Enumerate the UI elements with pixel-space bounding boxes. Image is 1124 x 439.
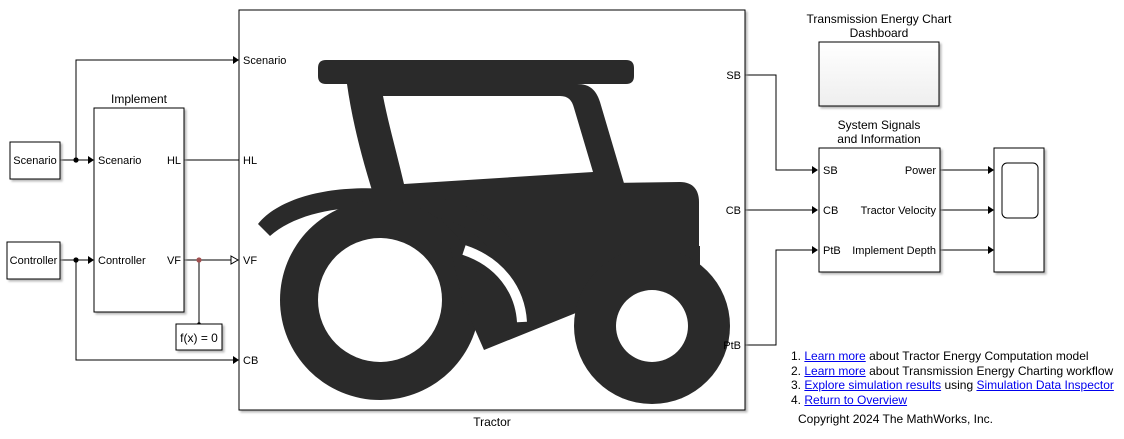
- note-2-number: 2.: [791, 364, 801, 378]
- wire-power[interactable]: [940, 166, 994, 174]
- dashboard-block[interactable]: Transmission Energy Chart Dashboard: [807, 12, 953, 106]
- scenario-source-block[interactable]: Scenario: [10, 142, 60, 179]
- explore-results-link[interactable]: Explore simulation results: [804, 378, 941, 392]
- note-3-text: using: [944, 378, 973, 392]
- wire-ptb[interactable]: [745, 246, 818, 345]
- implement-port-controller: Controller: [98, 255, 146, 267]
- wire-depth[interactable]: [940, 246, 994, 254]
- dashboard-title-line1: Transmission Energy Chart: [807, 12, 953, 26]
- annotation-notes: 1. Learn more about Tractor Energy Compu…: [791, 349, 1114, 407]
- note-4-number: 4.: [791, 393, 801, 407]
- scope-screen-icon: [1002, 163, 1038, 218]
- system-signals-block[interactable]: System Signals and Information SB CB PtB…: [819, 118, 940, 272]
- wire-cb[interactable]: [745, 206, 818, 214]
- signals-port-sb: SB: [823, 165, 838, 177]
- tractor-port-cb: CB: [243, 355, 258, 367]
- learn-more-charting-link[interactable]: Learn more: [804, 364, 865, 378]
- tractor-port-scenario: Scenario: [243, 55, 286, 67]
- signals-port-cb: CB: [823, 205, 838, 217]
- front-hub-icon: [616, 290, 688, 362]
- tractor-title: Tractor: [473, 415, 511, 429]
- solver-config-label: f(x) = 0: [180, 331, 218, 345]
- rear-hub-icon: [318, 238, 442, 362]
- implement-port-vf: VF: [167, 255, 181, 267]
- scenario-source-label: Scenario: [13, 155, 56, 167]
- signals-port-power: Power: [905, 165, 937, 177]
- learn-more-energy-link[interactable]: Learn more: [804, 349, 865, 363]
- tractor-block[interactable]: Scenario HL VF CB SB CB PtB Tractor: [239, 10, 745, 429]
- tractor-port-ptb: PtB: [723, 340, 741, 352]
- dashboard-title-line2: Dashboard: [850, 26, 909, 40]
- note-2-text: about Transmission Energy Charting workf…: [869, 364, 1113, 378]
- implement-title: Implement: [111, 92, 168, 106]
- solver-config-block[interactable]: f(x) = 0: [176, 324, 222, 350]
- tractor-port-cb-out: CB: [726, 205, 741, 217]
- data-inspector-link[interactable]: Simulation Data Inspector: [976, 378, 1113, 392]
- signals-port-velocity: Tractor Velocity: [861, 205, 937, 217]
- wire-vf[interactable]: [184, 256, 238, 326]
- tractor-port-hl: HL: [243, 155, 257, 167]
- scope-block[interactable]: [994, 148, 1044, 272]
- implement-port-hl: HL: [167, 155, 181, 167]
- controller-source-label: Controller: [10, 255, 58, 267]
- implement-port-scenario: Scenario: [98, 155, 141, 167]
- implement-block[interactable]: Implement Scenario Controller HL VF: [94, 92, 184, 312]
- signals-port-depth: Implement Depth: [852, 245, 936, 257]
- note-3-number: 3.: [791, 378, 801, 392]
- tractor-port-sb: SB: [726, 70, 741, 82]
- wire-velocity[interactable]: [940, 206, 994, 214]
- signals-title-line2: and Information: [837, 132, 920, 146]
- tractor-port-vf: VF: [243, 255, 257, 267]
- signals-title-line1: System Signals: [838, 118, 921, 132]
- note-item-3: 3. Explore simulation results using Simu…: [791, 378, 1114, 393]
- signals-port-ptb: PtB: [823, 245, 841, 257]
- wire-sb[interactable]: [745, 75, 818, 174]
- return-overview-link[interactable]: Return to Overview: [804, 393, 907, 407]
- note-1-text: about Tractor Energy Computation model: [869, 349, 1088, 363]
- note-item-1: 1. Learn more about Tractor Energy Compu…: [791, 349, 1114, 364]
- note-item-2: 2. Learn more about Transmission Energy …: [791, 364, 1114, 379]
- note-item-4: 4. Return to Overview: [791, 393, 1114, 408]
- controller-source-block[interactable]: Controller: [7, 242, 60, 279]
- copyright-text: Copyright 2024 The MathWorks, Inc.: [798, 412, 993, 426]
- note-1-number: 1.: [791, 349, 801, 363]
